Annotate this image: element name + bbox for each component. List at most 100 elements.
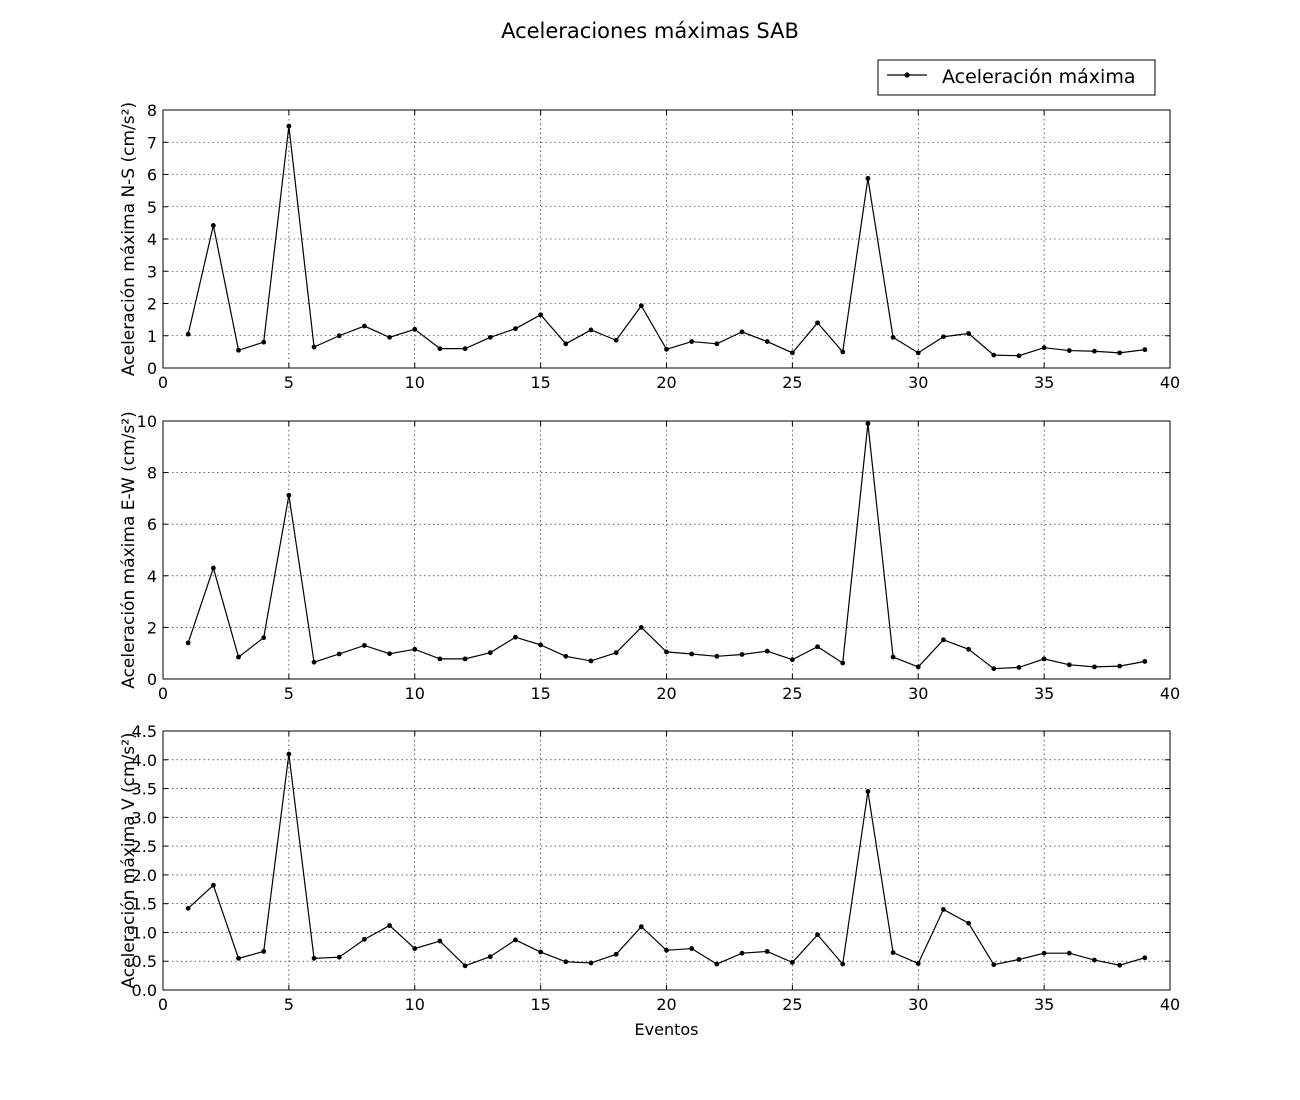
data-point-ew bbox=[538, 642, 544, 648]
data-point-ns bbox=[513, 326, 518, 332]
data-point-ew bbox=[286, 492, 292, 498]
y-tick-label-ew: 6 bbox=[147, 515, 157, 534]
data-point-v bbox=[739, 950, 745, 956]
data-point-v bbox=[890, 950, 896, 955]
data-point-v bbox=[941, 907, 946, 912]
data-point-v bbox=[563, 959, 569, 965]
data-point-v bbox=[487, 954, 493, 960]
y-tick-label-ns: 1 bbox=[147, 327, 157, 346]
legend-frame bbox=[877, 59, 1156, 96]
x-tick-label-ns: 0 bbox=[158, 373, 168, 392]
chart-title: Aceleraciones máximas SAB bbox=[501, 19, 799, 43]
plot-frame-ns bbox=[162, 109, 1171, 369]
y-axis-label-ns: Aceleración máxima N-S (cm/s²) bbox=[119, 102, 139, 376]
data-point-ew bbox=[1016, 664, 1022, 670]
data-point-ns bbox=[739, 329, 745, 335]
legend-label: Aceleración máxima bbox=[942, 66, 1135, 88]
data-point-ns bbox=[941, 334, 946, 340]
x-tick-label-ew: 30 bbox=[908, 684, 928, 703]
data-point-v bbox=[689, 946, 695, 951]
panel-ns: 0 5 10 15 20 25 30 35 40 0 1 2 3 4 5 6 7 8 Aceleración máx… bbox=[119, 101, 1180, 392]
y-tick-label-v: 2.5 bbox=[132, 837, 157, 856]
x-tick-label-ew: 25 bbox=[782, 684, 802, 703]
y-tick-label-ns: 6 bbox=[147, 166, 157, 185]
data-point-ns bbox=[815, 320, 820, 326]
x-tick-label-ns: 40 bbox=[1160, 373, 1180, 392]
data-point-ns bbox=[991, 352, 997, 358]
data-point-v bbox=[538, 949, 544, 955]
x-tick-label-ns: 15 bbox=[530, 373, 550, 392]
data-point-v bbox=[1142, 955, 1148, 961]
data-point-ns bbox=[865, 175, 871, 181]
y-tick-label-v: 0.5 bbox=[132, 952, 157, 971]
x-tick-label-ns: 30 bbox=[908, 373, 928, 392]
data-point-ns bbox=[890, 334, 896, 340]
data-point-ew bbox=[185, 640, 191, 646]
legend-marker-sample bbox=[904, 72, 910, 78]
data-point-v bbox=[915, 961, 921, 966]
data-point-ew bbox=[236, 654, 241, 660]
series-line-ew bbox=[187, 423, 1145, 670]
x-tick-label-v: 5 bbox=[284, 995, 294, 1014]
y-tick-label-ns: 3 bbox=[147, 262, 157, 281]
data-point-ew bbox=[261, 635, 267, 641]
data-point-ns bbox=[915, 350, 921, 356]
data-point-ns bbox=[1016, 353, 1022, 359]
x-tick-label-ew: 10 bbox=[405, 684, 425, 703]
y-tick-label-ns: 2 bbox=[147, 295, 157, 314]
data-point-ew bbox=[210, 565, 216, 571]
y-tick-label-v: 1.0 bbox=[132, 923, 157, 942]
y-tick-label-ew: 0 bbox=[147, 670, 157, 689]
data-point-ns bbox=[714, 341, 720, 347]
data-point-ew bbox=[915, 664, 921, 670]
data-point-ew bbox=[362, 643, 367, 648]
x-tick-label-ns: 5 bbox=[284, 373, 294, 392]
x-tick-label-ns: 20 bbox=[656, 373, 676, 392]
data-point-ew bbox=[1142, 659, 1148, 664]
data-point-ew bbox=[311, 659, 317, 665]
y-tick-label-ns: 8 bbox=[147, 101, 157, 120]
y-tick-label-v: 3.5 bbox=[132, 780, 157, 799]
data-point-ns bbox=[764, 339, 770, 344]
data-point-v bbox=[1041, 950, 1047, 956]
data-point-ew bbox=[588, 658, 594, 664]
x-tick-label-v: 25 bbox=[782, 995, 802, 1014]
data-point-v bbox=[1092, 957, 1097, 963]
x-tick-label-v: 40 bbox=[1160, 995, 1180, 1014]
data-point-ew bbox=[664, 649, 669, 655]
data-point-v bbox=[311, 955, 317, 961]
data-point-ew bbox=[387, 651, 392, 657]
data-point-v bbox=[1016, 957, 1022, 962]
y-tick-label-ew: 4 bbox=[147, 567, 157, 586]
y-tick-label-ew: 8 bbox=[147, 464, 157, 483]
x-tick-label-ns: 35 bbox=[1034, 373, 1054, 392]
x-tick-label-v: 0 bbox=[158, 995, 168, 1014]
y-tick-label-ew: 10 bbox=[137, 412, 157, 431]
data-point-v bbox=[387, 923, 392, 928]
y-tick-label-ns: 7 bbox=[147, 133, 157, 152]
plot-frame-v bbox=[162, 730, 1171, 991]
data-point-ns bbox=[563, 341, 569, 347]
data-point-ew bbox=[412, 646, 418, 652]
data-point-ns bbox=[336, 333, 342, 339]
data-point-ns bbox=[1142, 347, 1148, 353]
data-point-v bbox=[991, 962, 997, 968]
data-point-v bbox=[865, 789, 871, 794]
data-point-ns bbox=[638, 303, 644, 309]
x-tick-label-v: 20 bbox=[656, 995, 676, 1014]
data-point-ns bbox=[1041, 345, 1047, 351]
data-point-v bbox=[286, 751, 292, 757]
data-point-ew bbox=[890, 654, 896, 660]
x-tick-label-ew: 20 bbox=[656, 684, 676, 703]
x-tick-label-v: 35 bbox=[1034, 995, 1054, 1014]
data-point-ns bbox=[538, 312, 544, 318]
data-point-ns bbox=[789, 350, 795, 356]
data-point-ns bbox=[840, 349, 846, 355]
data-point-ew bbox=[462, 656, 468, 662]
data-point-ew bbox=[613, 650, 619, 656]
data-point-v bbox=[185, 905, 191, 911]
data-point-ew bbox=[789, 657, 795, 663]
data-point-ew bbox=[563, 653, 569, 659]
data-point-ns bbox=[1117, 350, 1123, 356]
